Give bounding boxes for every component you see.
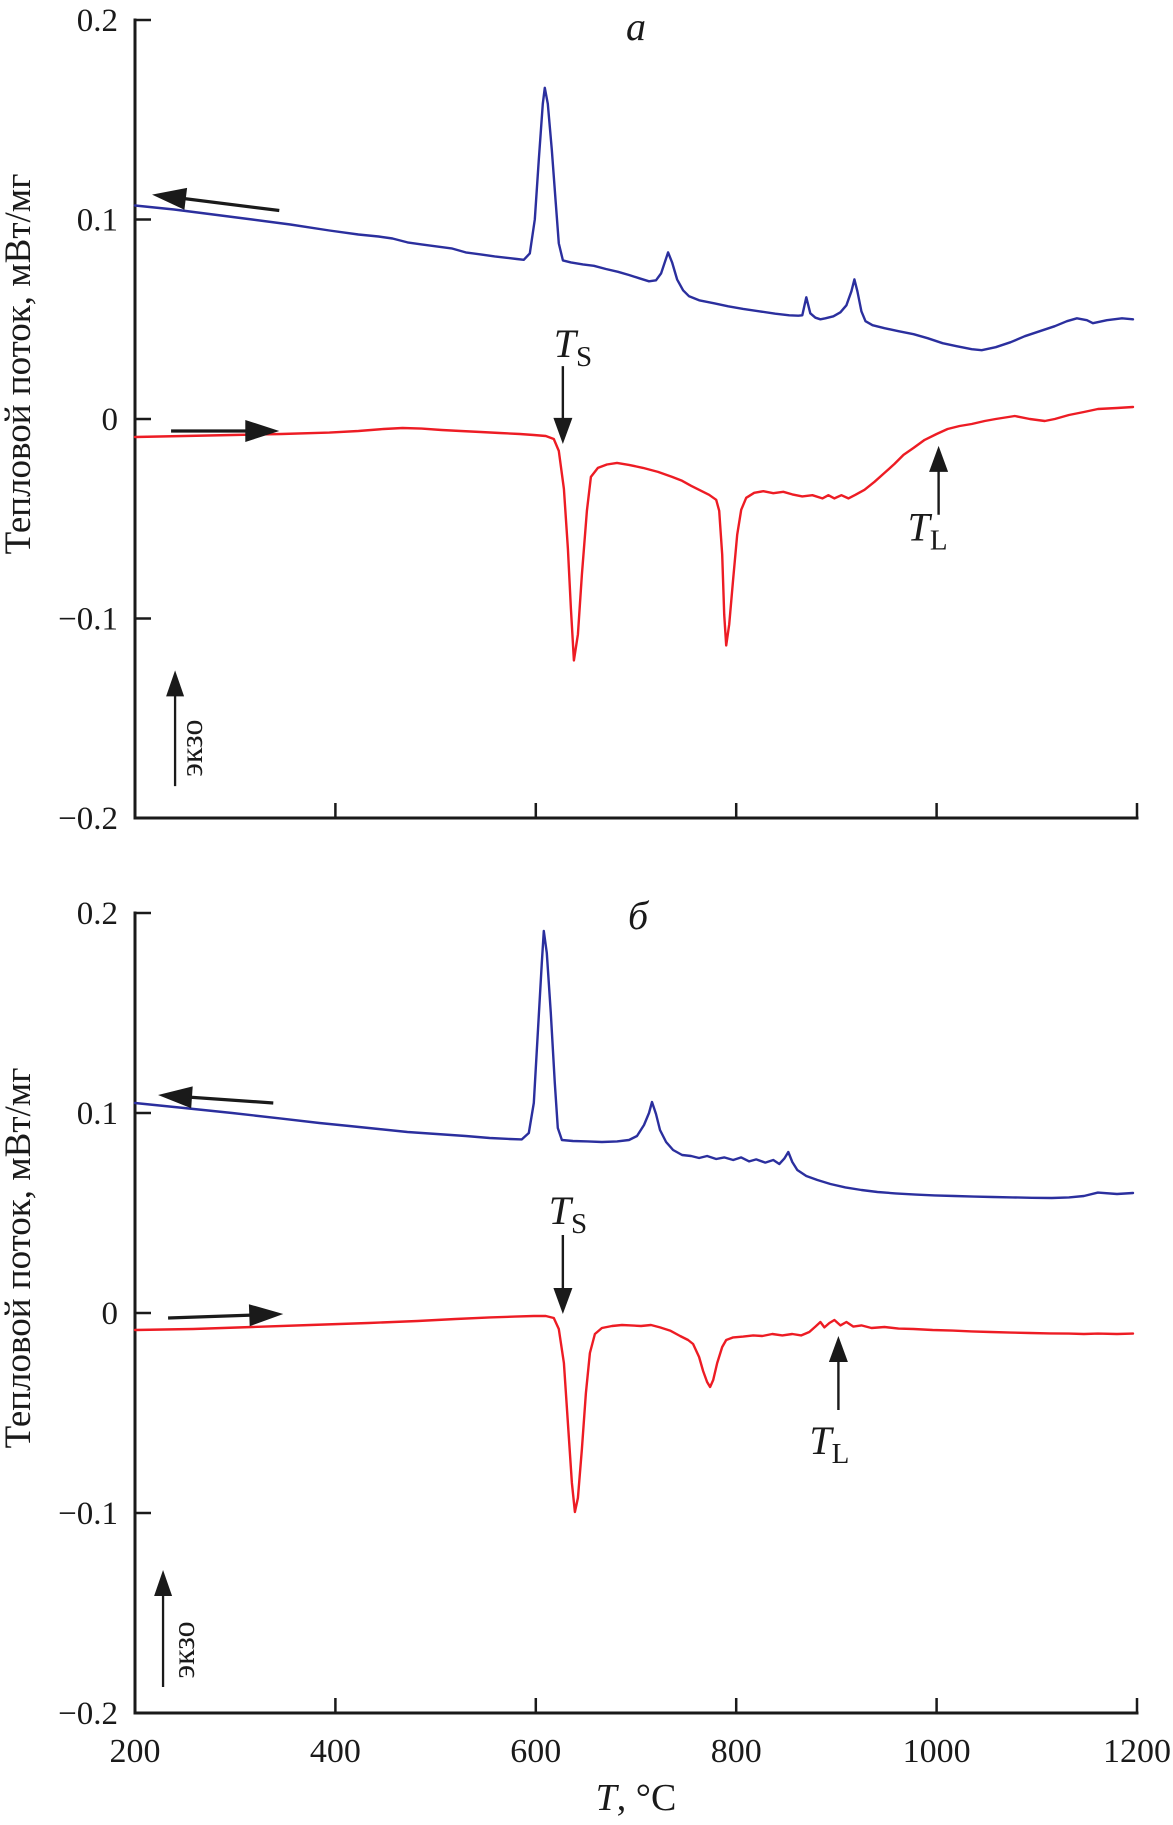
exo-arrow-head (166, 670, 185, 697)
x-tick-label: 1200 (1103, 1733, 1171, 1770)
exo-arrow (166, 670, 185, 787)
y-tick-label: 0.2 (77, 3, 118, 39)
x-tick-label: 200 (110, 1733, 161, 1770)
x-tick-label: 400 (310, 1733, 361, 1770)
liquidus-annotation-arrow (929, 445, 949, 515)
axes-spine (133, 18, 1139, 820)
solidus-annotation-arrow-head (553, 417, 573, 444)
liquidus-annotation: TL (908, 445, 949, 557)
y-tick-label: −0.1 (58, 602, 118, 638)
y-tick-label: 0.1 (77, 203, 118, 239)
cooling-curve (133, 929, 1135, 1200)
solidus-annotation: TS (553, 321, 592, 444)
exo-annotation: экзо (154, 1570, 201, 1687)
exo-label: экзо (173, 720, 209, 777)
panel-title: а (626, 4, 646, 49)
y-tick-label: −0.2 (58, 1696, 118, 1732)
cooling-direction-arrow (158, 1086, 274, 1109)
panel-title: б (628, 893, 650, 938)
x-axis-title: T, °C (596, 1777, 677, 1819)
solidus-annotation-arrow (553, 366, 573, 444)
x-tick-label: 800 (711, 1733, 762, 1770)
liquidus-annotation-arrow (828, 1336, 848, 1410)
cooling-curve (133, 86, 1135, 352)
y-axis-title: Тепловой поток, мВт/мг (0, 174, 39, 555)
solidus-annotation-arrow-head (553, 1288, 573, 1314)
cooling-direction-arrow-shaft (175, 195, 280, 213)
heating-direction-arrow-head (248, 1304, 284, 1327)
liquidus-annotation-arrow-head (929, 445, 949, 472)
x-tick-label: 1000 (903, 1733, 971, 1770)
cooling-direction-arrow-shaft (181, 1095, 274, 1105)
heating-direction-arrow (168, 1304, 284, 1327)
y-tick-label: 0.1 (77, 1096, 118, 1132)
heating-curve (133, 405, 1135, 662)
heating-direction-arrow (171, 420, 280, 442)
solidus-annotation-label: TS (549, 1188, 587, 1240)
y-axis-title: Тепловой поток, мВт/мг (0, 1068, 39, 1449)
y-tick-label: 0 (102, 402, 119, 438)
y-tick-label: 0 (102, 1296, 119, 1332)
liquidus-annotation-label: TL (809, 1418, 849, 1470)
exo-arrow (154, 1570, 173, 1687)
liquidus-annotation-arrow-head (828, 1336, 848, 1362)
cooling-direction-arrow (152, 187, 280, 213)
solidus-annotation-label: TS (554, 321, 592, 373)
exo-label: экзо (165, 1621, 201, 1678)
cooling-direction-arrow-head (158, 1086, 193, 1109)
y-tick-label: −0.1 (58, 1496, 118, 1532)
y-tick-label: −0.2 (58, 801, 118, 837)
cooling-direction-arrow-head (152, 187, 188, 210)
liquidus-annotation-label: TL (908, 505, 948, 557)
heating-direction-arrow-shaft (168, 1313, 260, 1320)
x-tick-label: 600 (510, 1733, 561, 1770)
axes-spine (133, 911, 1139, 1715)
heating-direction-arrow-head (245, 420, 280, 442)
exo-annotation: экзо (166, 670, 209, 787)
solidus-annotation: TS (549, 1188, 587, 1314)
heating-curve (133, 1314, 1135, 1514)
y-tick-label: 0.2 (77, 896, 118, 932)
liquidus-annotation: TL (809, 1336, 849, 1470)
exo-arrow-head (154, 1570, 173, 1596)
solidus-annotation-arrow (553, 1235, 573, 1314)
panel-a: 0.2 0.1 0 −0.1 −0.2 а Тепловой поток, мВт/мг TS… (0, 3, 1139, 837)
